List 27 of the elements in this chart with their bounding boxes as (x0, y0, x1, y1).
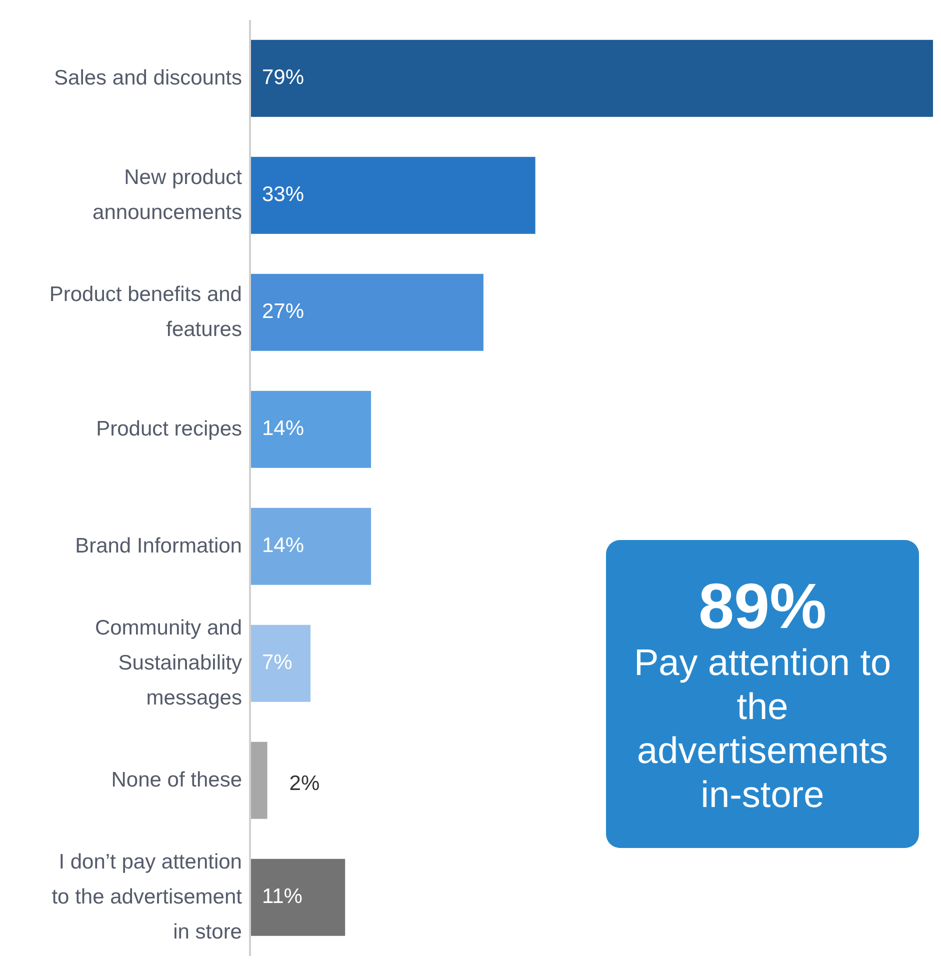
data-label: 14% (262, 416, 304, 440)
data-label: 11% (262, 884, 302, 908)
y-tick-label: None of these (111, 768, 242, 792)
data-label: 7% (262, 650, 292, 674)
y-tick-label: I don’t pay attention to the advertisement in store (52, 850, 242, 944)
bar (250, 624, 311, 702)
bar (250, 508, 372, 585)
callout-card: 89% Pay attention to the advertisements in-store (606, 540, 919, 848)
bar (250, 40, 933, 117)
data-label: 2% (289, 772, 320, 795)
bar (250, 858, 346, 936)
data-label: 33% (262, 182, 304, 206)
y-tick-label: Sales and discounts (54, 66, 242, 90)
bar (250, 742, 268, 819)
y-tick-label: Brand Information (75, 534, 242, 558)
annotation: Pay attention to the advertisements in-store (632, 641, 892, 817)
annotation: 89% (697, 570, 828, 642)
y-tick-label: Product recipes (96, 417, 242, 440)
data-label: 79% (262, 66, 304, 89)
bar (250, 390, 372, 468)
bar (250, 156, 536, 234)
y-tick-label: Product benefits and features (49, 282, 242, 341)
bar (250, 274, 484, 351)
y-tick-label: Community and Sustainability messages (94, 616, 242, 710)
data-label: 14% (262, 534, 304, 557)
y-tick-label: New product announcements (92, 166, 242, 224)
data-label: 27% (262, 300, 304, 323)
